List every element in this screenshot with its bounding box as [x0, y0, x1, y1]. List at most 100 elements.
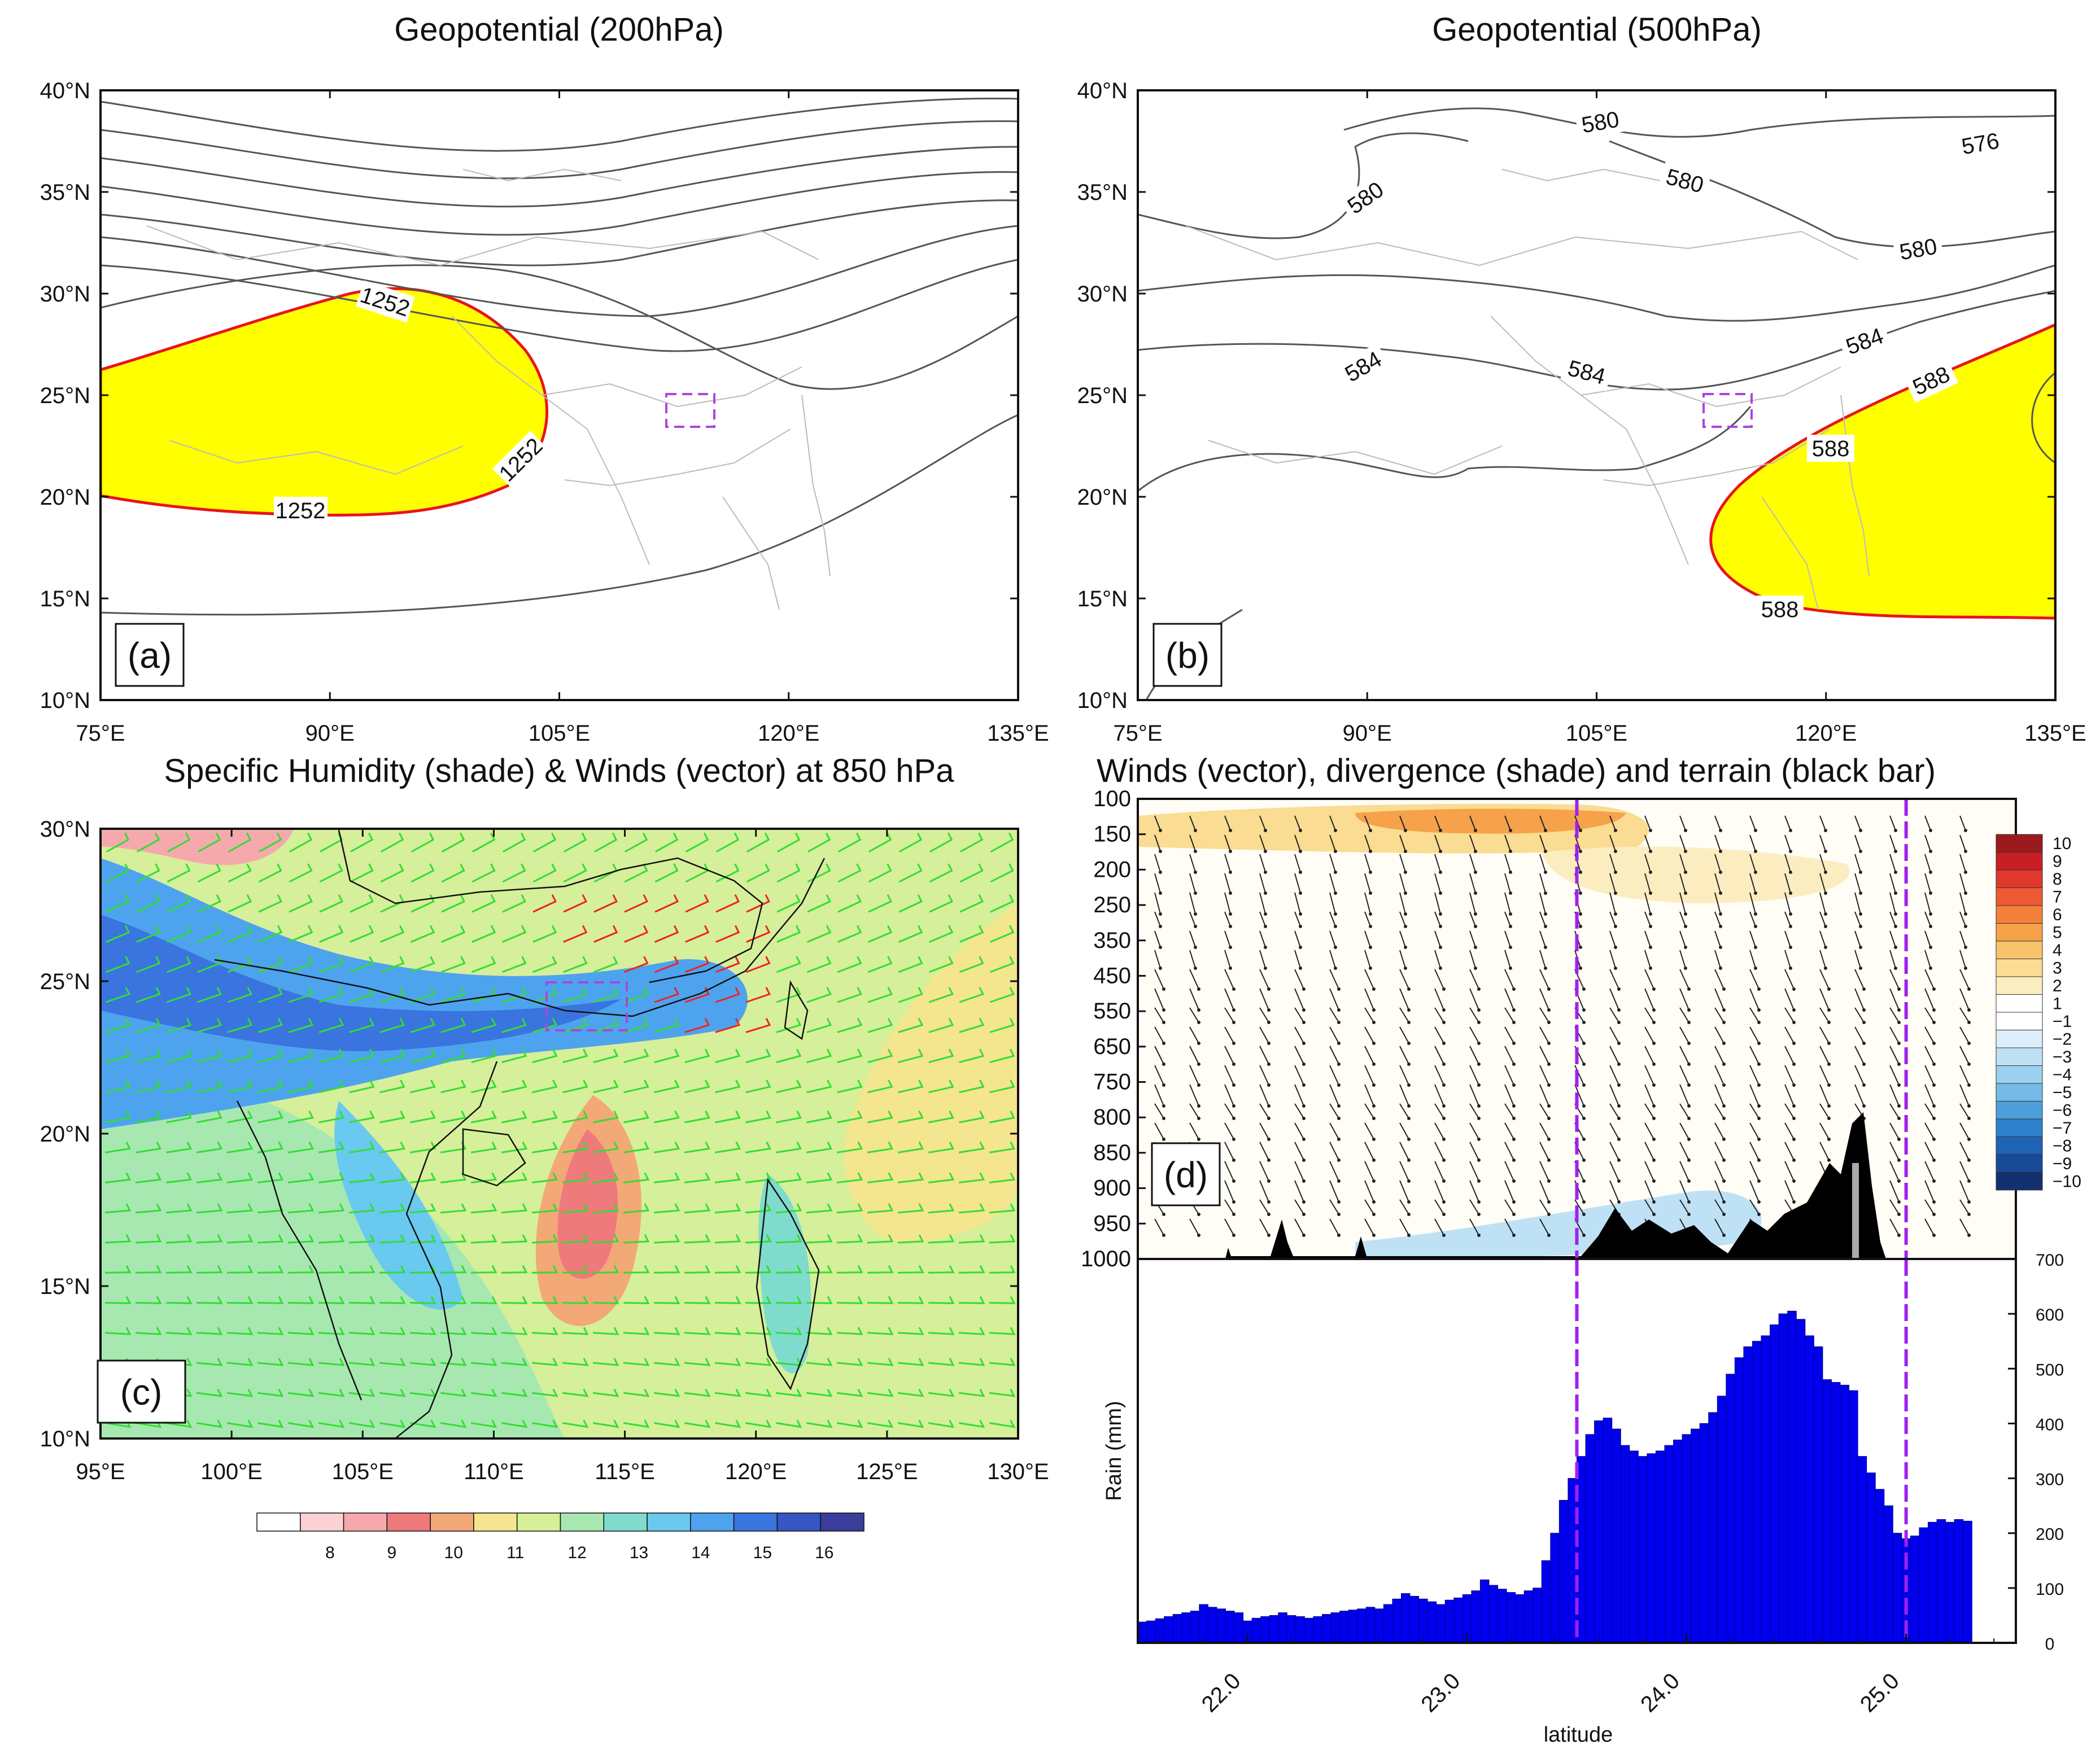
wind-vector — [1959, 1142, 1970, 1161]
wind-vector-head — [1719, 946, 1722, 949]
wind-vector-head — [1754, 912, 1757, 916]
wind-vector — [1959, 815, 1966, 831]
wind-vector-head — [1369, 850, 1372, 853]
wind-vector-head — [1792, 1179, 1796, 1183]
wind-vector — [1889, 1007, 1900, 1023]
wind-vector-head — [1197, 1213, 1200, 1216]
wind-barb — [104, 1234, 132, 1244]
wind-barb — [989, 1419, 1016, 1428]
wind-barb — [165, 1327, 193, 1335]
wind-vector — [1259, 988, 1269, 1011]
wind-barb — [867, 987, 893, 1003]
y-tick-label: 650 — [1093, 1034, 1131, 1059]
wind-vector-head — [1789, 891, 1792, 895]
wind-vector — [1644, 1026, 1654, 1044]
rain-bar — [1401, 1593, 1411, 1643]
wind-vector-head — [1722, 987, 1726, 991]
wind-vector-head — [1652, 1117, 1656, 1120]
wind-barb — [592, 1389, 619, 1397]
wind-vector-head — [1477, 987, 1481, 991]
wind-barb — [684, 1048, 710, 1064]
wind-vector — [1959, 1065, 1970, 1086]
wind-vector — [1504, 988, 1514, 1011]
wind-barb — [226, 1265, 254, 1274]
wind-vector-head — [1824, 829, 1827, 832]
wind-barb — [287, 1203, 315, 1214]
wind-barb — [288, 987, 313, 1003]
wind-vector — [1644, 1046, 1654, 1065]
wind-vector — [1294, 1218, 1304, 1236]
wind-barb — [167, 863, 191, 883]
wind-vector-head — [1547, 1138, 1551, 1141]
rain-bar — [1541, 1560, 1551, 1643]
wind-vector-head — [1722, 1234, 1726, 1237]
humidity-shade-south-china-sea — [334, 1101, 463, 1310]
wind-barb — [470, 1203, 497, 1214]
wind-vector-head — [1967, 1213, 1971, 1216]
wind-vector — [1399, 911, 1406, 927]
wind-vector-head — [1684, 871, 1687, 874]
panel-e-marker-lines — [1575, 1259, 1908, 1643]
wind-barb — [227, 1110, 253, 1123]
wind-barb — [746, 863, 770, 883]
panel-b-high-shade — [1709, 323, 2055, 620]
wind-vector-head — [1302, 1117, 1306, 1120]
wind-barb — [167, 832, 191, 852]
y-tick-label: 10°N — [40, 688, 90, 713]
wind-vector-head — [1754, 850, 1757, 853]
wind-barb — [775, 1265, 802, 1274]
rain-bar — [1664, 1445, 1674, 1643]
wind-vector — [1574, 1084, 1584, 1107]
wind-barb — [410, 1079, 436, 1094]
wind-barb — [379, 1110, 405, 1123]
wind-vector-head — [1722, 1008, 1726, 1012]
wind-barb — [257, 1017, 283, 1033]
wind-barb — [624, 894, 648, 913]
wind-barb — [593, 1141, 619, 1153]
wind-vector-head — [1547, 1021, 1551, 1024]
wind-vector-head — [1509, 912, 1512, 916]
wind-vector-head — [1754, 946, 1757, 949]
wind-vector — [1889, 873, 1896, 894]
rain-bar — [1813, 1346, 1823, 1643]
wind-vector-head — [1372, 1179, 1376, 1183]
wind-barb — [592, 1234, 619, 1244]
wind-vector — [1539, 988, 1549, 1011]
wind-barb — [471, 1141, 497, 1153]
wind-vector-head — [1897, 1158, 1901, 1162]
wind-barb — [136, 987, 161, 1003]
wind-vector-head — [1302, 1234, 1306, 1237]
wind-vector-head — [1407, 1200, 1411, 1204]
wind-vector-head — [1687, 1179, 1691, 1183]
wind-barb — [989, 1389, 1016, 1397]
colorbar-swatch — [1996, 1154, 2043, 1173]
wind-vector — [1819, 1046, 1830, 1065]
wind-vector-head — [1544, 871, 1547, 874]
wind-barb — [959, 863, 984, 883]
wind-vector-head — [1757, 1042, 1761, 1045]
panel-d-axes: 1001502002503504505506507508008509009501… — [1081, 786, 1146, 1271]
wind-barb — [775, 1203, 802, 1214]
wind-barb — [989, 1172, 1016, 1184]
wind-vector — [1749, 1065, 1760, 1086]
wind-barb — [898, 1110, 924, 1123]
wind-vector-head — [1582, 1083, 1586, 1087]
wind-barb — [501, 1079, 527, 1094]
wind-vector-head — [1229, 850, 1232, 853]
y-tick-label: 750 — [1093, 1070, 1131, 1095]
wind-vector-head — [1894, 871, 1897, 874]
wind-vector — [1889, 1046, 1900, 1065]
wind-barb — [989, 1203, 1016, 1214]
wind-barb — [501, 1172, 528, 1184]
wind-vector — [1749, 1084, 1760, 1107]
wind-vector — [1189, 1026, 1199, 1044]
wind-vector-head — [1477, 1213, 1481, 1216]
wind-vector-head — [1617, 1008, 1621, 1012]
wind-vector-head — [1932, 1021, 1936, 1024]
wind-barb — [653, 1234, 680, 1244]
wind-vector-head — [1579, 850, 1582, 853]
wind-barb — [685, 894, 709, 913]
wind-barb — [318, 987, 344, 1003]
contour-label: 584 — [1565, 356, 1608, 390]
wind-barb — [715, 956, 740, 973]
